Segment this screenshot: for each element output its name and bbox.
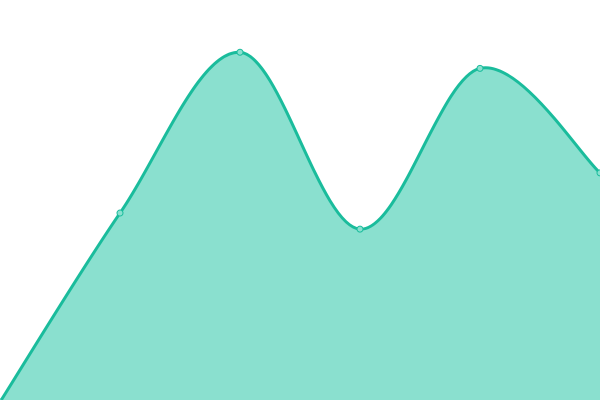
- series-line: [0, 50, 600, 400]
- area-fill: [0, 52, 600, 400]
- data-point-4[interactable]: [476, 64, 484, 72]
- data-point-2[interactable]: [236, 48, 244, 56]
- data-markers: [0, 48, 600, 400]
- data-point-5[interactable]: [596, 169, 600, 177]
- data-point-3[interactable]: [356, 225, 364, 233]
- data-point-1[interactable]: [116, 209, 124, 217]
